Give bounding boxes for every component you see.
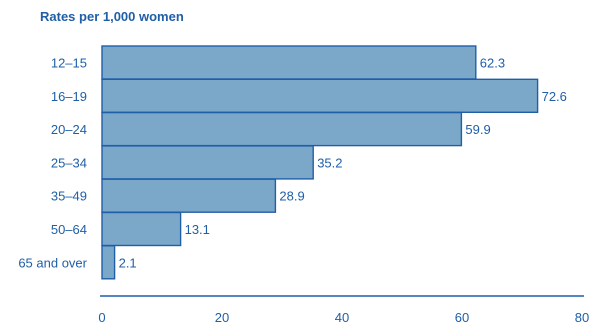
bar-5 (101, 211, 182, 247)
category-label: 50–64 (51, 222, 87, 237)
bars-group (101, 45, 539, 280)
x-tick-label: 60 (455, 310, 469, 325)
value-label: 59.9 (465, 122, 490, 137)
x-tick-label: 40 (335, 310, 349, 325)
bar-0 (101, 45, 477, 80)
category-label: 65 and over (18, 255, 87, 270)
category-label: 20–24 (51, 122, 87, 137)
bar-2 (101, 111, 463, 147)
value-label: 62.3 (480, 56, 505, 71)
x-tick-label: 20 (215, 310, 229, 325)
category-label: 12–15 (51, 56, 87, 71)
x-tick-label: 0 (98, 310, 105, 325)
bar-4 (101, 178, 277, 213)
value-label: 2.1 (119, 255, 137, 270)
x-tick-labels-group: 0 20 40 60 80 (98, 310, 589, 325)
chart-title: Rates per 1,000 women (40, 9, 184, 24)
category-label: 16–19 (51, 89, 87, 104)
bar-1 (101, 78, 539, 114)
category-label: 25–34 (51, 155, 87, 170)
category-label: 35–49 (51, 189, 87, 204)
value-label: 72.6 (542, 89, 567, 104)
x-tick-label: 80 (575, 310, 589, 325)
bar-6 (101, 245, 116, 280)
value-labels-group: 62.3 72.6 59.9 35.2 28.9 13.1 2.1 (119, 56, 567, 271)
bar-3 (101, 145, 314, 180)
value-label: 28.9 (279, 189, 304, 204)
category-labels-group: 12–15 16–19 20–24 25–34 35–49 50–64 65 and ove… (18, 56, 87, 271)
value-label: 13.1 (185, 222, 210, 237)
value-label: 35.2 (317, 155, 342, 170)
